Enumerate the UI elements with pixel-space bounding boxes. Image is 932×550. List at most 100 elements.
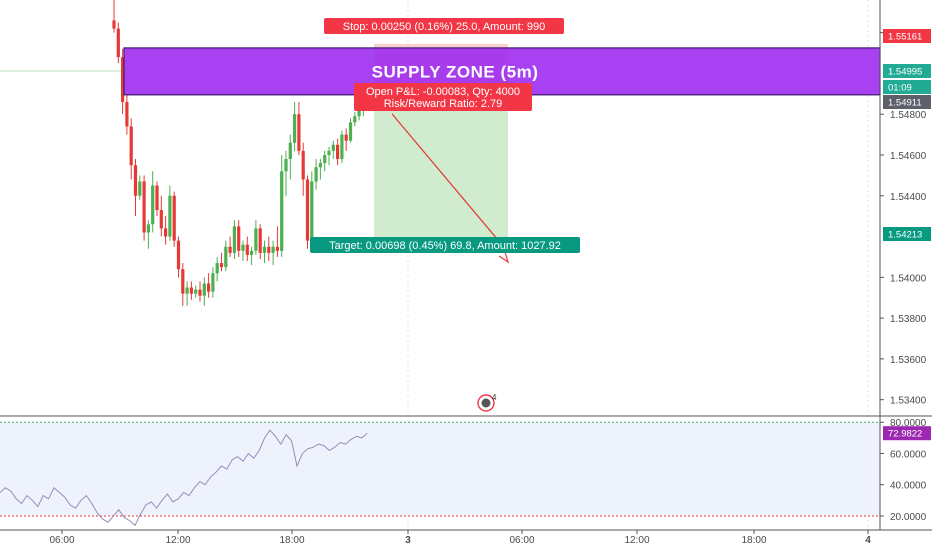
candle-body [189,287,193,294]
trade-arrowhead [498,251,510,264]
candle-body [181,269,185,294]
candle-body [275,246,279,251]
candle-body [331,144,335,151]
pnl-label: Open P&L: -0.00083, Qty: 4000Risk/Reward… [354,83,532,111]
pnl-label-bg [354,83,532,111]
candle-body [284,159,288,172]
candle-body [314,167,318,182]
rsi-tag-label: 72.9822 [888,429,922,440]
time-tick-label: 12:00 [624,535,649,546]
candle-body [280,171,284,251]
candle-body [310,181,314,241]
candle-body [293,114,297,143]
badge-count: 4 [492,393,497,402]
candle-body [164,228,168,237]
target-label-bg [310,237,580,253]
time-tick-label: 06:00 [509,535,534,546]
time-tick-label: 18:00 [741,535,766,546]
rsi-tick-label: 20.0000 [890,512,927,523]
candle-body [318,163,322,168]
candle-body [271,246,275,253]
price-tick-label: 1.54600 [890,151,927,162]
time-tick-label: 4 [865,535,871,546]
supply-zone-label: SUPPLY ZONE (5m) [372,62,539,81]
stop-label: Stop: 0.00250 (0.16%) 25.0, Amount: 990 [324,18,564,34]
candle-body [340,134,344,160]
candle-body [125,101,129,127]
candle-body [207,283,211,292]
candle-body [258,228,262,253]
time-tick-label: 06:00 [49,535,74,546]
candle-body [159,210,163,229]
candle-body [357,110,361,117]
pnl-text: Open P&L: -0.00083, Qty: 4000 [366,86,520,98]
candle-body [305,179,310,241]
candle-body [142,181,146,233]
risk-reward-text: Risk/Reward Ratio: 2.79 [384,98,503,110]
candle-body [228,246,232,253]
price-tick-label: 1.53600 [890,355,927,366]
time-tick-label: 3 [405,535,411,546]
cookie-icon [481,398,491,408]
candle-body [267,246,271,253]
candle-body [262,246,267,253]
candle-body [112,20,116,29]
trade-arrow [391,113,509,253]
candle-body [168,195,172,237]
candle-body [245,244,249,255]
rsi-line [0,429,368,527]
price-tag-bg [883,64,931,78]
rsi-tag-bg [883,426,931,441]
candle-body [237,226,241,251]
candle-body [344,134,348,141]
candle-body [155,185,159,211]
drawing-tools-badge[interactable]: 4 [477,393,497,412]
candle-body [297,114,301,151]
target-label-text: Target: 0.00698 (0.45%) 69.8, Amount: 10… [329,240,561,252]
candle-body [133,165,138,196]
candle-body [185,287,189,294]
candle-body [232,226,236,253]
price-tick-label: 1.54800 [890,110,927,121]
rsi-band [0,422,880,516]
candle-body [138,181,142,196]
price-tag-label: 01:09 [888,83,912,94]
price-tick-label: 1.53400 [890,396,927,407]
candle-body [121,57,125,102]
candle-body [254,228,258,251]
candle-body [219,263,224,268]
price-tag-label: 1.54995 [888,67,922,78]
price-tag-label: 1.54911 [888,98,922,109]
candle-body [353,116,357,123]
candle-body [224,246,228,268]
candle-body [146,224,150,233]
candle-body [116,28,120,58]
candle-body [250,250,254,255]
price-tick-label: 1.54400 [890,192,927,203]
price-tick-label: 1.53800 [890,314,927,325]
candle-body [202,283,206,296]
price-tick-label: 1.54000 [890,273,927,284]
rsi-tick-label: 40.0000 [890,481,927,492]
candle-body [215,263,219,274]
price-tag-bg [883,95,931,109]
candle-body [348,122,353,141]
candle-body [336,144,340,160]
time-tick-label: 12:00 [165,535,190,546]
candle-body [129,126,133,166]
candle-body [194,289,198,294]
candle-body [288,142,292,160]
price-tag-bg [883,29,931,43]
candle-body [198,289,202,296]
price-tag-bg [883,227,931,241]
candle-body [172,195,176,241]
candle-body [323,154,327,164]
rsi-tick-label: 60.0000 [890,449,927,460]
stop-label-text: Stop: 0.00250 (0.16%) 25.0, Amount: 990 [343,21,545,33]
candle-body [327,150,331,155]
time-tick-label: 18:00 [279,535,304,546]
target-label: Target: 0.00698 (0.45%) 69.8, Amount: 10… [310,237,580,253]
stop-label-bg [324,18,564,34]
